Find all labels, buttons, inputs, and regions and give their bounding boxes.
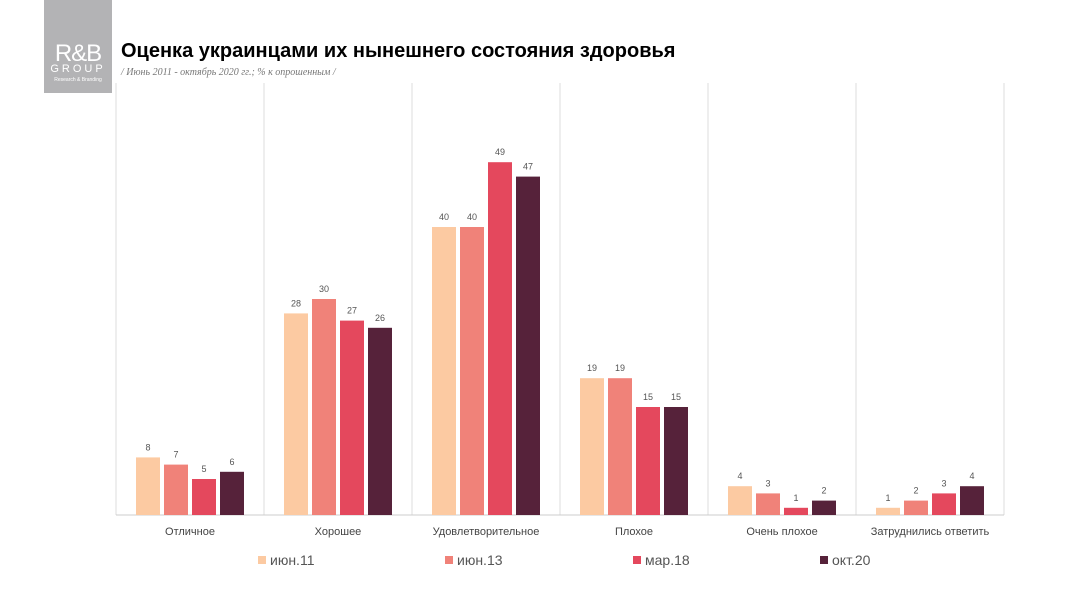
bar [432, 227, 456, 515]
data-label: 40 [467, 212, 477, 222]
bar [368, 327, 392, 515]
data-label: 40 [439, 212, 449, 222]
bar [460, 227, 484, 515]
data-label: 4 [737, 471, 742, 481]
category-label: Плохое [615, 526, 653, 538]
legend-swatch [633, 556, 641, 564]
legend-label: июн.13 [457, 552, 503, 568]
category-label: Удовлетворительное [433, 526, 540, 538]
data-label: 28 [291, 298, 301, 308]
bar [608, 378, 632, 515]
category-label: Очень плохое [746, 526, 817, 538]
category-label: Затруднились ответить [871, 526, 990, 538]
category-label: Отличное [165, 526, 215, 538]
data-label: 4 [969, 471, 974, 481]
bar [960, 486, 984, 515]
bar [728, 486, 752, 515]
legend-swatch [445, 556, 453, 564]
bar [136, 457, 160, 515]
legend-item: июн.13 [445, 552, 503, 568]
bar [812, 500, 836, 515]
data-label: 3 [765, 478, 770, 488]
bar [192, 479, 216, 515]
data-label: 30 [319, 284, 329, 294]
bar [340, 320, 364, 515]
legend-item: окт.20 [820, 552, 870, 568]
bar [932, 493, 956, 515]
data-label: 2 [821, 486, 826, 496]
data-label: 19 [615, 363, 625, 373]
data-label: 5 [201, 464, 206, 474]
data-label: 19 [587, 363, 597, 373]
data-label: 26 [375, 313, 385, 323]
logo-text: R&B [54, 40, 102, 67]
bar [636, 407, 660, 515]
legend-item: июн.11 [258, 552, 314, 568]
logo: R&B GROUP Research & Branding [44, 0, 112, 93]
data-label: 15 [643, 392, 653, 402]
bar [580, 378, 604, 515]
bar [312, 299, 336, 515]
data-label: 3 [941, 478, 946, 488]
bar [516, 176, 540, 515]
data-label: 15 [671, 392, 681, 402]
bar [904, 500, 928, 515]
bar [664, 407, 688, 515]
data-label: 1 [793, 493, 798, 503]
category-label: Хорошее [315, 526, 362, 538]
bar [876, 507, 900, 515]
bar [220, 471, 244, 515]
data-label: 8 [145, 442, 150, 452]
chart-title: Оценка украинцами их нынешнего состояния… [121, 40, 676, 62]
legend-swatch [820, 556, 828, 564]
bar [284, 313, 308, 515]
data-label: 49 [495, 147, 505, 157]
legend-item: мар.18 [633, 552, 690, 568]
legend-label: июн.11 [270, 552, 315, 568]
legend-label: мар.18 [645, 552, 690, 568]
chart-subtitle: / Июнь 2011 - октябрь 2020 гг.; % к опро… [121, 67, 336, 78]
bar [756, 493, 780, 515]
bar [784, 507, 808, 515]
data-label: 47 [523, 162, 533, 172]
logo-group: GROUP [50, 63, 106, 75]
data-label: 6 [229, 457, 234, 467]
data-label: 2 [913, 486, 918, 496]
data-label: 1 [885, 493, 890, 503]
bar [164, 464, 188, 515]
bar [488, 162, 512, 515]
data-label: 7 [173, 450, 178, 460]
legend-swatch [258, 556, 266, 564]
logo-tagline: Research & Branding [54, 77, 102, 83]
legend-label: окт.20 [832, 552, 871, 568]
data-label: 27 [347, 306, 357, 316]
